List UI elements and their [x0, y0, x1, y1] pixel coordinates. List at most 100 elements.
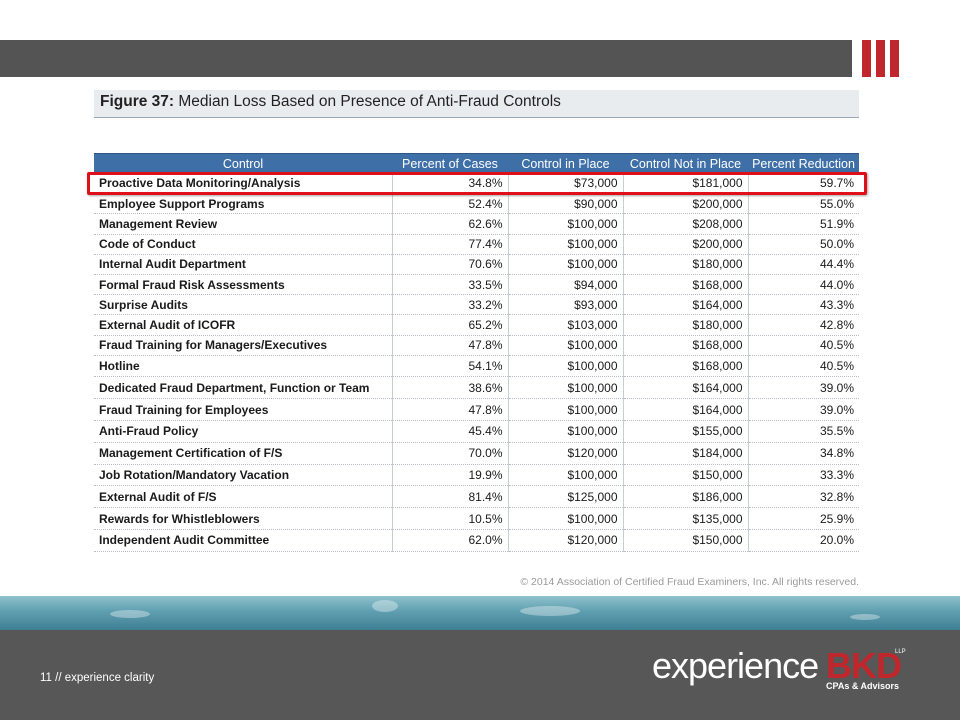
control-name-cell: Proactive Data Monitoring/Analysis: [94, 173, 393, 195]
value-cell: $208,000: [623, 213, 749, 235]
value-cell: $103,000: [508, 314, 624, 336]
table-row: Anti-Fraud Policy 45.4% $100,000 $155,000 35…: [94, 420, 859, 443]
column-header: Control: [94, 153, 392, 174]
value-cell: 50.0%: [748, 234, 859, 255]
logo-word: experience: [652, 645, 819, 686]
control-name-cell: Dedicated Fraud Department, Function or …: [94, 376, 393, 400]
highlight-box: [87, 172, 867, 195]
table-row: Management Certification of F/S 70.0% $120…: [94, 442, 859, 465]
value-cell: $155,000: [623, 420, 749, 443]
control-name-cell: Internal Audit Department: [94, 254, 393, 275]
table-row: Dedicated Fraud Department, Function or …: [94, 376, 859, 400]
value-cell: 44.4%: [748, 254, 859, 275]
table-row: Internal Audit Department 70.6% $100,000 $1…: [94, 254, 859, 275]
value-cell: 38.6%: [392, 376, 509, 400]
control-name-cell: Surprise Audits: [94, 294, 393, 316]
value-cell: $164,000: [623, 294, 749, 316]
table-row: Independent Audit Committee 62.0% $120,000…: [94, 529, 859, 552]
figure-title-text: Median Loss Based on Presence of Anti-Fr…: [178, 93, 561, 110]
control-name-cell: External Audit of F/S: [94, 485, 393, 509]
column-header: Percent Reduction: [748, 153, 859, 174]
value-cell: 52.4%: [392, 193, 509, 215]
value-cell: $100,000: [508, 376, 624, 400]
value-cell: $120,000: [508, 442, 624, 465]
figure-title: Figure 37: Median Loss Based on Presence…: [94, 90, 859, 118]
value-cell: $93,000: [508, 294, 624, 316]
copyright-notice: © 2014 Association of Certified Fraud Ex…: [520, 576, 859, 588]
value-cell: 65.2%: [392, 314, 509, 336]
value-cell: 25.9%: [748, 507, 859, 531]
value-cell: 70.6%: [392, 254, 509, 275]
value-cell: $200,000: [623, 193, 749, 215]
footer-bar: [0, 630, 960, 720]
table-row: Fraud Training for Employees 47.8% $100,00…: [94, 398, 859, 422]
header-bar: [0, 40, 852, 77]
value-cell: 35.5%: [748, 420, 859, 443]
value-cell: 62.6%: [392, 213, 509, 235]
control-name-cell: Formal Fraud Risk Assessments: [94, 274, 393, 296]
value-cell: 70.0%: [392, 442, 509, 465]
control-name-cell: Employee Support Programs: [94, 193, 393, 215]
value-cell: $184,000: [623, 442, 749, 465]
value-cell: 20.0%: [748, 529, 859, 552]
control-name-cell: Code of Conduct: [94, 234, 393, 255]
value-cell: $125,000: [508, 485, 624, 509]
value-cell: $135,000: [623, 507, 749, 531]
value-cell: $180,000: [623, 314, 749, 336]
control-name-cell: Job Rotation/Mandatory Vacation: [94, 464, 393, 487]
control-name-cell: Management Review: [94, 213, 393, 235]
control-name-cell: Independent Audit Committee: [94, 529, 393, 552]
accent-bars-icon: [862, 40, 900, 77]
anti-fraud-controls-table: Control Percent of Cases Control in Plac…: [94, 153, 859, 552]
value-cell: $120,000: [508, 529, 624, 552]
table-row: Management Review 62.6% $100,000 $208,000 51…: [94, 213, 859, 235]
control-name-cell: External Audit of ICOFR: [94, 314, 393, 336]
table-row: External Audit of F/S 81.4% $125,000 $186,0…: [94, 485, 859, 509]
value-cell: $100,000: [508, 464, 624, 487]
value-cell: $164,000: [623, 376, 749, 400]
value-cell: 62.0%: [392, 529, 509, 552]
logo-brand: BKD: [826, 645, 902, 686]
table-row: Formal Fraud Risk Assessments 33.5% $94,00…: [94, 274, 859, 296]
column-header: Control Not in Place: [623, 153, 748, 174]
value-cell: $164,000: [623, 398, 749, 422]
value-cell: $180,000: [623, 254, 749, 275]
figure-label: Figure 37:: [100, 93, 175, 110]
value-cell: $100,000: [508, 398, 624, 422]
value-cell: 55.0%: [748, 193, 859, 215]
table-row: Employee Support Programs 52.4% $90,000 $20…: [94, 193, 859, 215]
control-name-cell: Fraud Training for Employees: [94, 398, 393, 422]
value-cell: 77.4%: [392, 234, 509, 255]
table-header-row: Control Percent of Cases Control in Plac…: [94, 153, 859, 174]
control-name-cell: Hotline: [94, 355, 393, 378]
value-cell: $150,000: [623, 464, 749, 487]
value-cell: 10.5%: [392, 507, 509, 531]
value-cell: $168,000: [623, 335, 749, 356]
table-row: External Audit of ICOFR 65.2% $103,000 $180…: [94, 314, 859, 336]
value-cell: 42.8%: [748, 314, 859, 336]
value-cell: $100,000: [508, 355, 624, 378]
slide-number: 11 // experience clarity: [40, 672, 155, 684]
control-name-cell: Anti-Fraud Policy: [94, 420, 393, 443]
value-cell: 19.9%: [392, 464, 509, 487]
value-cell: 33.3%: [748, 464, 859, 487]
table-row: Hotline 54.1% $100,000 $168,000 40.5%: [94, 355, 859, 378]
logo-tagline: CPAs & Advisors: [826, 681, 900, 691]
value-cell: 44.0%: [748, 274, 859, 296]
control-name-cell: Fraud Training for Managers/Executives: [94, 335, 393, 356]
value-cell: 47.8%: [392, 398, 509, 422]
control-name-cell: Management Certification of F/S: [94, 442, 393, 465]
value-cell: $186,000: [623, 485, 749, 509]
value-cell: $168,000: [623, 274, 749, 296]
value-cell: 32.8%: [748, 485, 859, 509]
value-cell: 54.1%: [392, 355, 509, 378]
value-cell: $150,000: [623, 529, 749, 552]
value-cell: 47.8%: [392, 335, 509, 356]
value-cell: 51.9%: [748, 213, 859, 235]
value-cell: 81.4%: [392, 485, 509, 509]
value-cell: 40.5%: [748, 355, 859, 378]
table-row: Fraud Training for Managers/Executives 47…: [94, 335, 859, 356]
value-cell: 40.5%: [748, 335, 859, 356]
value-cell: $100,000: [508, 335, 624, 356]
table-row: Rewards for Whistleblowers 10.5% $100,000 $…: [94, 507, 859, 531]
